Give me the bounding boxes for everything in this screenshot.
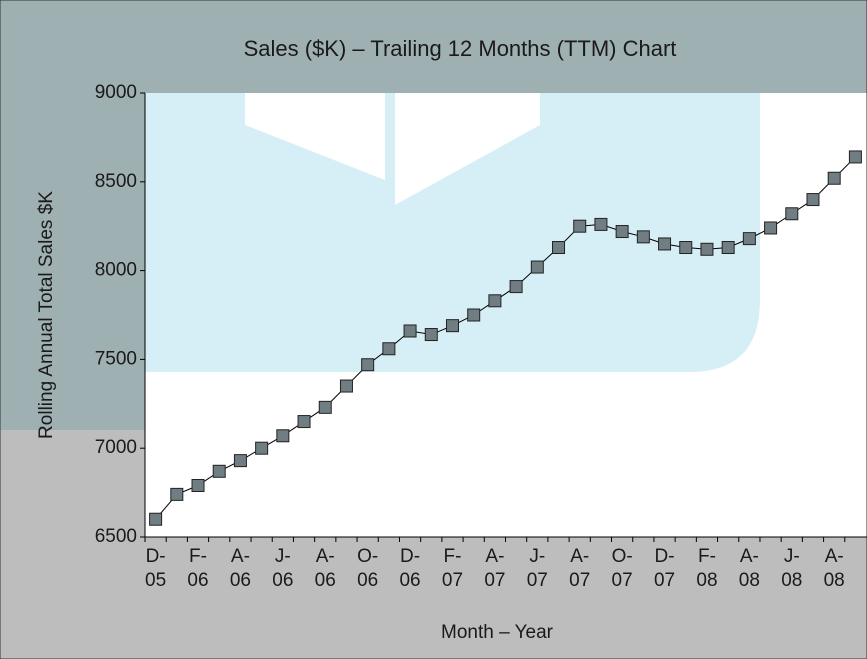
x-tick-label: D-06: [399, 546, 421, 591]
series-line: [155, 156, 856, 520]
point-marker: [297, 415, 311, 429]
point-marker: [742, 232, 756, 246]
x-tick-label: A-07: [569, 546, 591, 591]
y-tick-label: 6500: [95, 526, 137, 547]
point-marker: [339, 379, 353, 393]
point-marker: [382, 342, 396, 356]
chart-title: Sales ($K) – Trailing 12 Months (TTM) Ch…: [244, 36, 677, 61]
watermark-shield: [145, 93, 760, 372]
point-marker: [636, 230, 650, 244]
point-marker: [212, 464, 226, 478]
x-axis-label: Month – Year: [441, 622, 554, 643]
point-marker: [827, 171, 841, 185]
x-tick-label: A-08: [823, 546, 845, 591]
point-marker: [615, 225, 629, 239]
point-marker: [658, 237, 672, 251]
point-marker: [403, 324, 417, 338]
x-tick-label: A-08: [738, 546, 760, 591]
point-marker: [594, 217, 608, 231]
point-marker: [445, 319, 459, 333]
x-tick-label: A-06: [229, 546, 251, 591]
point-marker: [700, 242, 714, 256]
x-tick-label: J-06: [272, 546, 294, 591]
x-tick-label: D-07: [653, 546, 676, 591]
point-marker: [679, 241, 693, 255]
x-tick-label: F-07: [441, 546, 464, 591]
x-tick-label: J-08: [781, 546, 803, 591]
x-tick-label: F-06: [187, 546, 209, 591]
point-marker: [318, 400, 332, 414]
point-marker: [806, 193, 820, 207]
point-marker: [361, 358, 375, 372]
y-tick-label: 7500: [95, 348, 137, 369]
y-tick-label: 7000: [95, 437, 137, 458]
y-tick-label: 8500: [95, 171, 137, 192]
point-marker: [552, 241, 566, 255]
point-marker: [170, 487, 184, 501]
point-marker: [424, 328, 438, 342]
point-marker: [509, 280, 523, 294]
point-marker: [149, 512, 163, 526]
x-tick-label: A-06: [314, 546, 336, 591]
point-marker: [573, 219, 587, 233]
point-marker: [255, 441, 269, 455]
x-tick-label: F-08: [696, 546, 718, 591]
point-marker: [191, 478, 205, 492]
x-tick-label: A-07: [484, 546, 506, 591]
watermark-chevron: [245, 93, 540, 205]
point-marker: [467, 308, 481, 322]
point-marker: [488, 294, 502, 308]
y-axis-label: Rolling Annual Total Sales $K: [36, 191, 57, 439]
x-tick-label: D-05: [145, 546, 167, 591]
y-tick-label: 8000: [95, 260, 137, 281]
y-tick-label: 9000: [95, 82, 137, 103]
point-marker: [276, 429, 290, 443]
x-tick-label: J-07: [526, 546, 548, 591]
x-tick-label: O-07: [611, 546, 633, 591]
point-marker: [848, 150, 862, 164]
point-marker: [721, 241, 735, 255]
point-marker: [764, 221, 778, 235]
point-marker: [785, 207, 799, 221]
point-marker: [530, 260, 544, 274]
point-marker: [233, 454, 247, 468]
x-tick-label: O-06: [357, 546, 379, 591]
